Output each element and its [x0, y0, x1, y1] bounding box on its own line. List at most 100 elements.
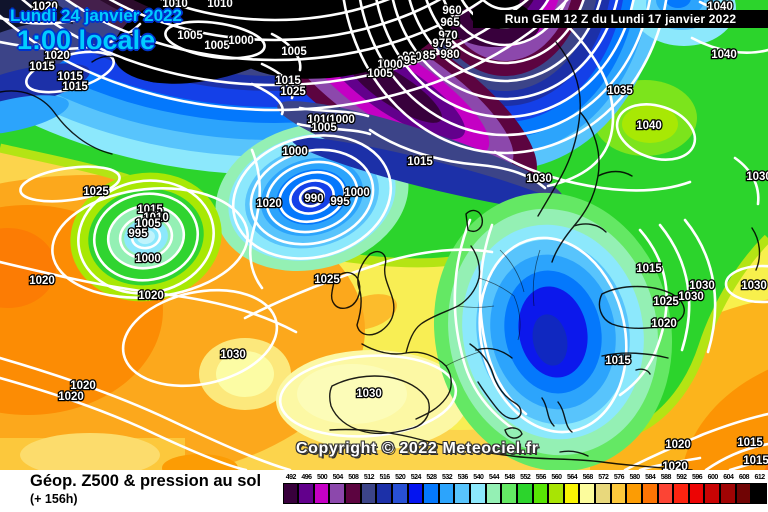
legend-swatch [579, 483, 595, 504]
legend-value: 544 [488, 474, 500, 481]
legend-swatch [407, 483, 424, 504]
legend-entry: 544 [485, 473, 502, 504]
legend-entry: 588 [657, 473, 674, 504]
color-scale-legend: 492 496 500 504 508 512 516 520 524 528 532 536 540 5… [282, 473, 768, 504]
legend-swatch [391, 483, 408, 504]
legend-entry: 504 [329, 473, 346, 504]
legend-value: 572 [598, 474, 609, 481]
legend-value: 568 [582, 474, 594, 481]
legend-entry: 548 [501, 473, 518, 504]
legend-swatch [751, 483, 767, 504]
pressure-label: 1000 [228, 35, 254, 47]
legend-value: 512 [363, 474, 375, 481]
pressure-label: 1040 [711, 49, 737, 61]
legend-value: 592 [676, 474, 687, 481]
pressure-label: 1010 [162, 0, 188, 10]
legend-value: 604 [723, 474, 734, 481]
pressure-label: 1005 [281, 46, 307, 58]
legend-swatch [345, 483, 361, 504]
pressure-label: 1020 [58, 391, 84, 403]
pressure-label: 1015 [407, 156, 433, 168]
legend-value: 508 [348, 474, 359, 481]
pressure-label: 1015 [737, 437, 763, 449]
legend-value: 540 [473, 474, 484, 481]
pressure-label: 1005 [311, 122, 337, 134]
pressure-label: 1015 [275, 75, 301, 87]
forecast-hour: (+ 156h) [30, 492, 78, 506]
legend-value: 524 [410, 474, 422, 481]
pressure-label: 1015 [57, 71, 83, 83]
pressure-label: 985 [416, 50, 436, 62]
pressure-label: 1010 [207, 0, 233, 10]
legend-value: 564 [566, 474, 578, 481]
pressure-label: 1005 [204, 40, 230, 52]
pressure-label: 1030 [746, 171, 768, 183]
legend-value: 612 [754, 474, 765, 481]
pressure-label: 970 [438, 30, 457, 42]
legend-value: 536 [457, 474, 469, 481]
pressure-label-layer: 1020 1010 10101020101510151015100510051000… [28, 0, 768, 470]
legend-value: 600 [707, 474, 719, 481]
legend-swatch [313, 483, 330, 504]
pressure-label: 1005 [367, 68, 393, 80]
legend-value: 584 [645, 474, 656, 481]
legend-swatch [423, 483, 439, 504]
legend-swatch [532, 483, 549, 504]
legend-swatch [438, 483, 455, 504]
pressure-label: 1000 [135, 253, 161, 265]
legend-entry: 492 [282, 473, 299, 504]
legend-entry: 496 [298, 473, 315, 504]
pressure-label: 965 [440, 17, 460, 29]
legend-entry: 596 [688, 473, 705, 504]
legend-value: 576 [613, 474, 625, 481]
legend-value: 500 [316, 474, 328, 481]
legend-value: 532 [441, 474, 453, 481]
legend-swatch [595, 483, 611, 504]
pressure-label: 1010 [143, 212, 169, 224]
pressure-label: 1030 [526, 173, 552, 185]
pressure-label: 1030 [678, 291, 704, 303]
pressure-label: 1015 [636, 263, 662, 275]
legend-swatch [376, 483, 392, 504]
pressure-label: 1030 [689, 280, 715, 292]
legend-swatch [360, 483, 377, 504]
legend-swatch [516, 483, 533, 504]
pressure-label: 1020 [662, 461, 688, 470]
legend-value: 552 [520, 474, 531, 481]
legend-entry: 516 [376, 473, 393, 504]
legend-swatch [329, 483, 345, 504]
pressure-label: 1020 [32, 1, 58, 13]
pressure-label: 1020 [29, 275, 55, 287]
legend-swatch [657, 483, 674, 504]
legend-entry: 612 [751, 473, 768, 504]
legend-value: 560 [551, 474, 562, 481]
legend-value: 492 [285, 474, 297, 481]
forecast-date-label: Lundi 24 janvier 2022 [10, 6, 182, 25]
pressure-label: 990 [304, 193, 323, 205]
legend-swatch [298, 483, 314, 504]
pressure-label: 1000 [282, 146, 308, 158]
legend-entry: 536 [454, 473, 471, 504]
legend-entry: 556 [532, 473, 549, 504]
legend-swatch [735, 483, 752, 504]
pressure-label: 1020 [665, 439, 691, 451]
pressure-label: 1015 [605, 355, 631, 367]
legend-value: 596 [691, 474, 703, 481]
pressure-label: 990 [402, 51, 421, 63]
pressure-label: 1025 [314, 274, 340, 286]
pressure-label: 995 [397, 55, 417, 67]
legend-entry: 608 [735, 473, 752, 504]
legend-swatch [563, 483, 580, 504]
pressure-label: 1020 [70, 380, 96, 392]
pressure-label: 1020 [256, 198, 282, 210]
legend-swatch [470, 483, 486, 504]
pressure-label: 1000 [329, 114, 355, 126]
legend-value: 556 [535, 474, 547, 481]
legend-entry: 508 [345, 473, 362, 504]
legend-entry: 524 [407, 473, 424, 504]
pressure-contours [0, 0, 768, 470]
legend-swatch [688, 483, 705, 504]
pressure-label: 1015 [62, 81, 88, 93]
pressure-label: 995 [330, 196, 350, 208]
